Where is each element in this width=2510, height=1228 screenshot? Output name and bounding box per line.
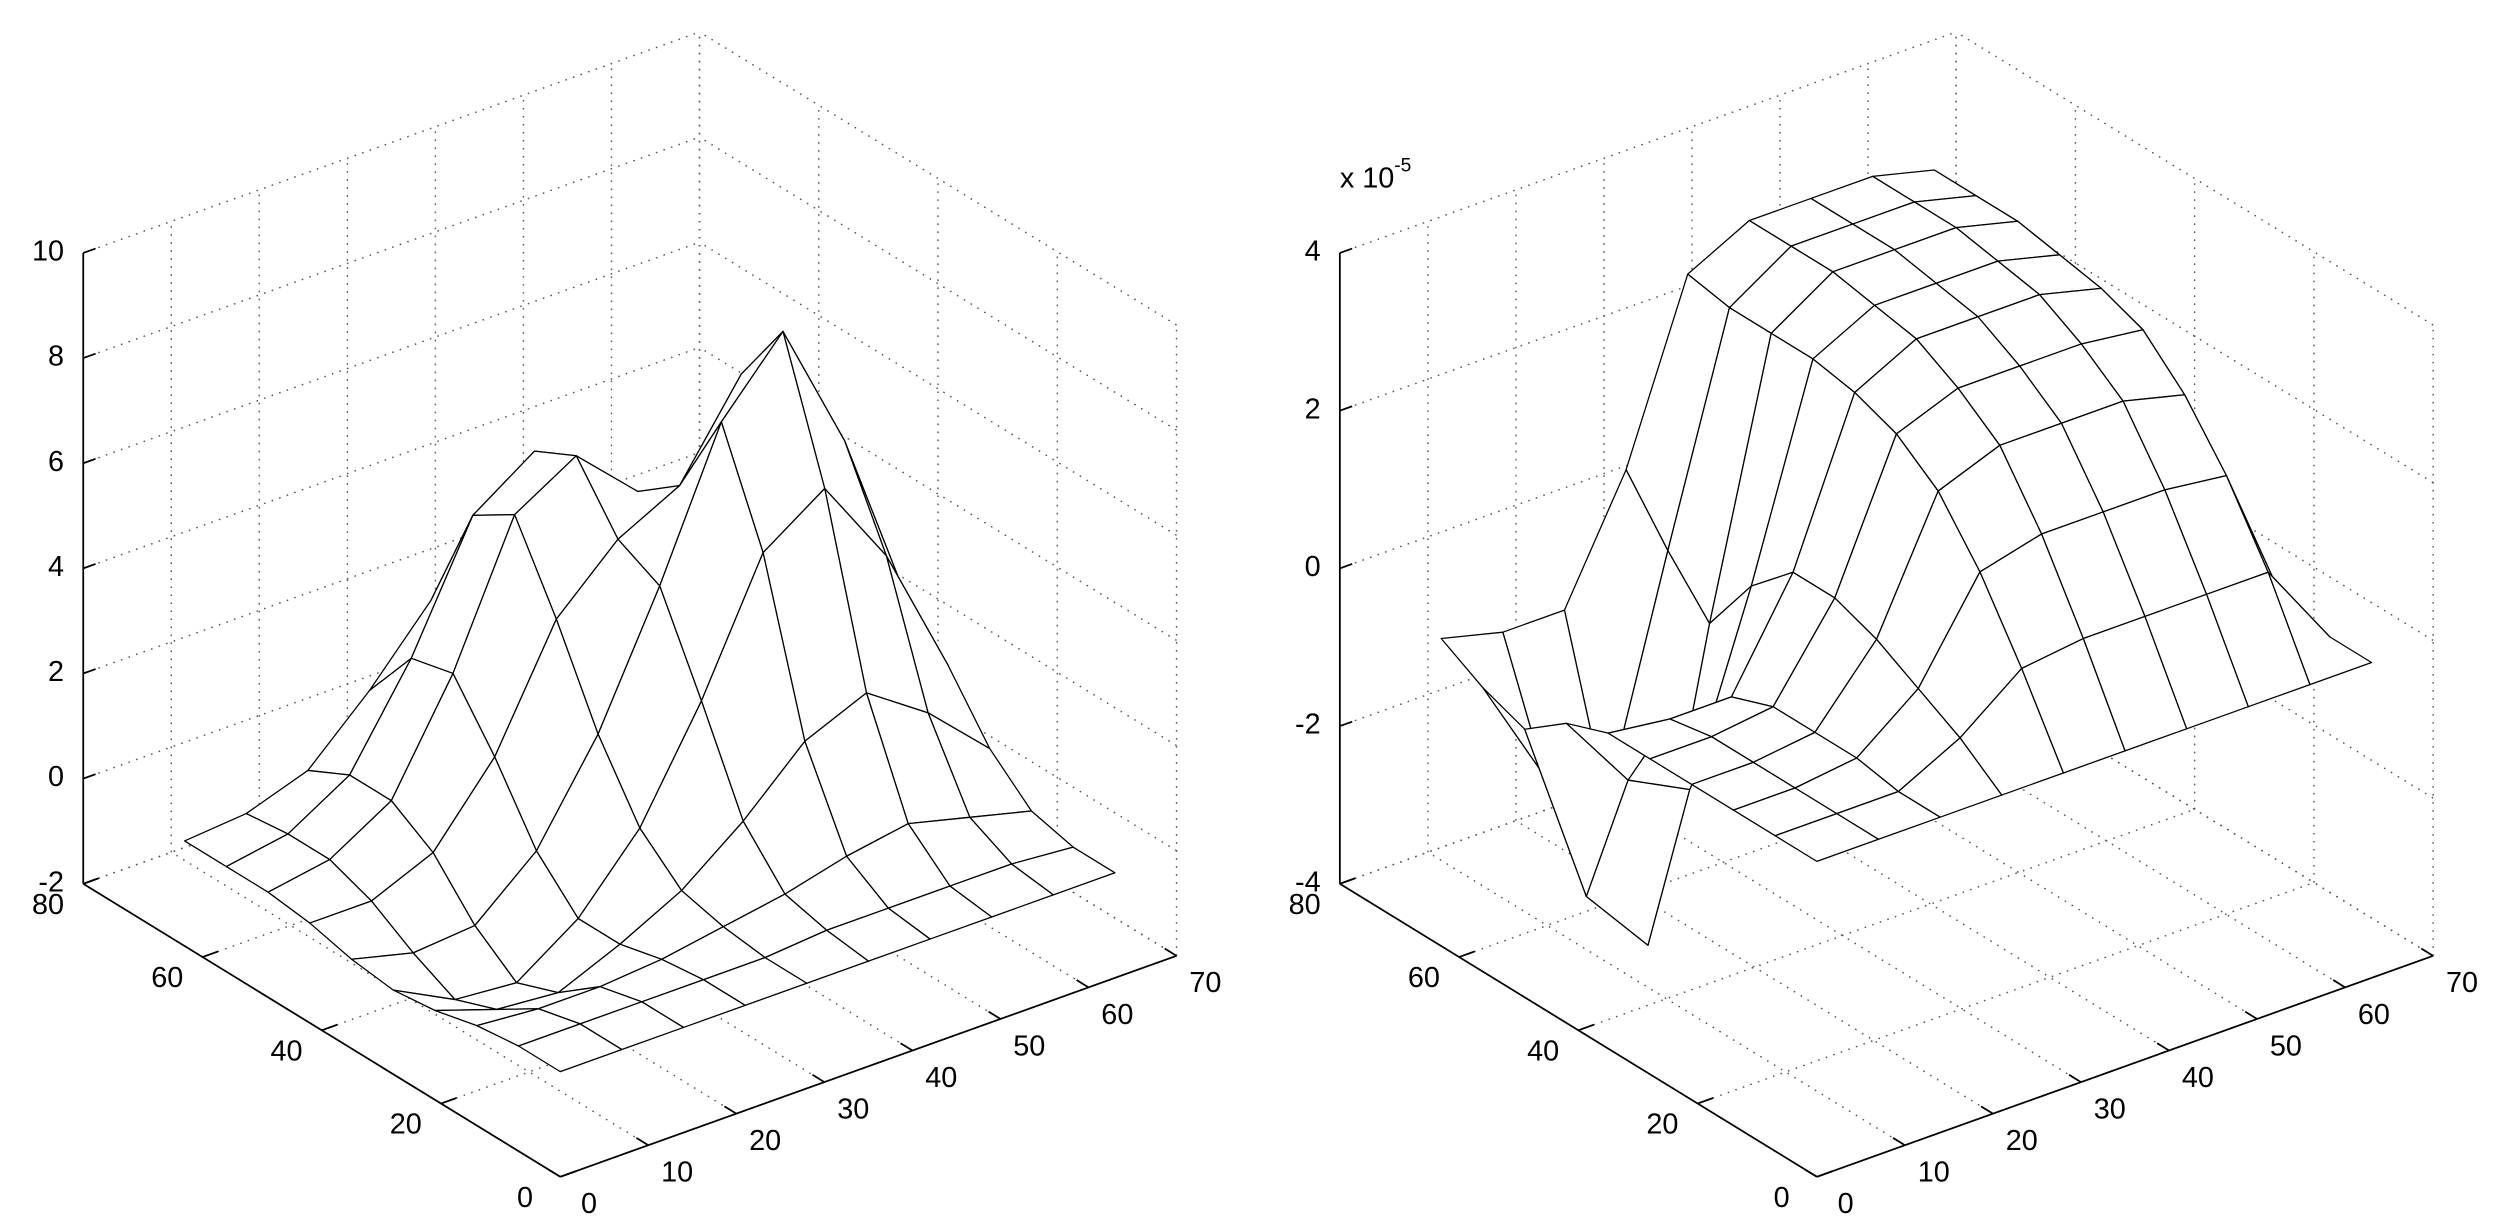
- z-tick: [1339, 247, 1353, 254]
- z-tick-label: 8: [48, 341, 64, 373]
- z-tick: [82, 878, 96, 885]
- x-tick-label: 50: [2270, 1030, 2302, 1062]
- grid-line: [82, 31, 700, 254]
- y-tick-label: 60: [151, 962, 183, 994]
- z-tick: [1339, 720, 1353, 727]
- x-tick: [1804, 1168, 1818, 1178]
- y-axis: [82, 883, 561, 1178]
- z-tick: [1339, 878, 1353, 885]
- x-tick-label: 30: [2094, 1094, 2126, 1126]
- x-tick: [2068, 1074, 2082, 1083]
- z-tick-label: 4: [1305, 236, 1321, 268]
- y-tick: [1816, 1170, 1833, 1178]
- z-tick: [82, 563, 96, 570]
- x-tick: [2332, 979, 2346, 989]
- y-tick-label: 20: [1646, 1109, 1678, 1141]
- x-tick: [1980, 1105, 1994, 1115]
- z-tick-label: 4: [48, 551, 64, 583]
- y-tick: [1458, 950, 1475, 958]
- x-tick: [1164, 947, 1178, 957]
- z-tick-label: 0: [1305, 551, 1321, 583]
- mesh-cell: [1774, 812, 1880, 863]
- x-tick-label: 0: [581, 1188, 597, 1220]
- grid-line: [1697, 881, 2315, 1105]
- x-tick-label: 10: [661, 1157, 693, 1189]
- y-tick: [202, 950, 219, 958]
- z-tick: [82, 457, 96, 465]
- x-tick: [723, 1105, 737, 1115]
- z-tick: [82, 352, 96, 359]
- x-tick-label: 20: [749, 1125, 781, 1157]
- x-tick: [812, 1074, 825, 1083]
- surface-mesh: [183, 330, 1116, 1073]
- y-tick: [1697, 1097, 1714, 1105]
- y-tick: [321, 1023, 338, 1032]
- z-tick-label: 10: [32, 236, 64, 268]
- x-tick-label: 40: [925, 1062, 957, 1094]
- y-tick-label: 40: [271, 1035, 303, 1067]
- y-tick: [440, 1097, 457, 1105]
- z-tick: [82, 773, 96, 780]
- axis-multiplier: x 10-5: [1340, 156, 1412, 194]
- y-tick: [559, 1170, 576, 1178]
- grid-line: [699, 31, 1177, 326]
- x-axis: [559, 954, 1177, 1178]
- multiplier-exponent: -5: [1394, 156, 1411, 177]
- x-tick-label: 60: [2358, 999, 2390, 1031]
- z-tick-label: 2: [1305, 393, 1321, 425]
- x-tick: [1892, 1137, 1906, 1146]
- z-tick-label: 0: [48, 761, 64, 793]
- x-tick: [988, 1010, 1001, 1020]
- x-axis: [1816, 954, 2434, 1178]
- z-tick-label: -2: [38, 866, 64, 898]
- grid-line: [82, 346, 700, 570]
- y-tick-label: 0: [1774, 1182, 1790, 1214]
- x-tick: [547, 1168, 561, 1178]
- z-tick: [82, 668, 96, 675]
- multiplier-base: x 10: [1340, 162, 1394, 194]
- x-tick-label: 70: [1189, 967, 1221, 999]
- y-tick-label: 0: [517, 1182, 533, 1214]
- mesh-cell: [517, 1023, 623, 1073]
- y-tick-label: 80: [32, 889, 64, 921]
- z-tick-label: 6: [48, 446, 64, 478]
- grid-line: [1578, 808, 2195, 1031]
- surface-plot: 0 10 20 30 40 50 60 70 0 20 40 60 80-2 0 2 4 6 8 10: [32, 31, 1221, 1220]
- z-tick: [82, 247, 96, 254]
- x-tick-label: 60: [1101, 999, 1133, 1031]
- grid-line: [1339, 31, 1957, 254]
- x-tick: [900, 1042, 913, 1052]
- z-tick: [1339, 563, 1353, 570]
- z-tick-label: -2: [1295, 709, 1321, 741]
- grid-line: [82, 241, 700, 464]
- x-tick: [2156, 1042, 2170, 1052]
- x-tick: [635, 1137, 649, 1146]
- x-tick-label: 10: [1918, 1157, 1950, 1189]
- x-tick: [2420, 947, 2434, 957]
- y-tick-label: 40: [1527, 1035, 1559, 1067]
- x-tick-label: 40: [2182, 1062, 2214, 1094]
- x-tick-label: 30: [837, 1094, 869, 1126]
- y-tick-label: 80: [1289, 889, 1321, 921]
- x-tick-label: 0: [1838, 1188, 1854, 1220]
- x-tick-label: 20: [2006, 1125, 2038, 1157]
- surface-plot: 0 10 20 30 40 50 60 70 0 20 40 60 80-4 -2 0 2 4 x 10-5: [1289, 31, 2478, 1220]
- y-tick-label: 20: [390, 1109, 422, 1141]
- surface-mesh: [1440, 169, 2373, 946]
- z-tick: [1339, 405, 1353, 412]
- z-tick-label: -4: [1295, 866, 1321, 898]
- grid-line: [82, 136, 700, 359]
- y-tick: [1578, 1023, 1595, 1032]
- x-tick-label: 50: [1013, 1030, 1045, 1062]
- x-tick: [1076, 979, 1089, 989]
- x-tick-label: 70: [2446, 967, 2478, 999]
- z-tick-label: 2: [48, 656, 64, 688]
- y-tick-label: 60: [1408, 962, 1440, 994]
- grid-line: [1427, 851, 1906, 1146]
- x-tick: [2244, 1010, 2258, 1020]
- y-axis: [1339, 883, 1818, 1178]
